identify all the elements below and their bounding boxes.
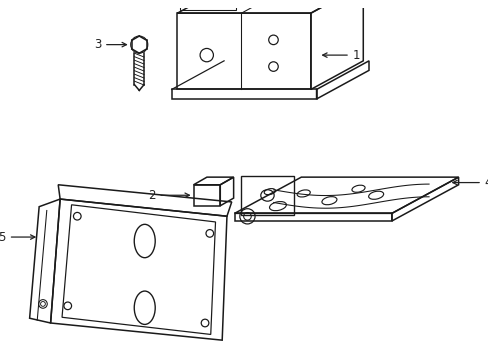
Text: 3: 3 <box>94 38 126 51</box>
Text: 5: 5 <box>0 230 35 244</box>
Text: 2: 2 <box>148 189 189 202</box>
Text: 1: 1 <box>322 49 360 62</box>
Text: 4: 4 <box>452 176 488 189</box>
